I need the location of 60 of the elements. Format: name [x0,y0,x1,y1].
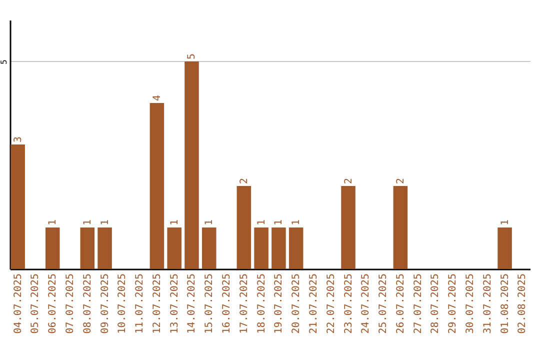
data-label: 1 [500,219,511,226]
data-label: 1 [82,219,94,226]
x-tick-label: 07.07.2025 [65,274,76,334]
bar [202,228,216,269]
x-tick-label: 26.07.2025 [395,274,406,334]
data-label: 1 [291,219,302,226]
x-tick-label: 04.07.2025 [12,274,24,334]
bar [236,186,252,269]
x-tick-label: 31.07.2025 [482,274,494,334]
x-tick-label: 08.07.2025 [82,274,94,334]
x-tick-label: 21.07.2025 [308,274,320,334]
x-tick-label: 14.07.2025 [186,274,198,334]
x-tick-label: 27.07.2025 [412,274,424,334]
x-tick-label: 25.07.2025 [378,274,390,334]
data-label: 1 [48,219,59,226]
bar [45,228,60,269]
x-tick-label: 06.07.2025 [48,274,59,334]
x-tick-label: 24.07.2025 [360,274,372,334]
x-tick-label: 30.07.2025 [465,274,476,334]
bar [10,144,25,269]
x-tick-label: 29.07.2025 [448,274,459,334]
x-tick-label: 01.08.2025 [500,274,511,334]
data-label: 2 [395,178,406,184]
bar [254,228,268,269]
bar [393,186,408,269]
x-tick-label: 12.07.2025 [152,274,163,334]
x-tick-label: 16.07.2025 [222,274,233,334]
bar [288,228,304,269]
data-label: 4 [152,94,163,101]
bar [498,228,512,269]
bar [98,228,112,269]
x-tick-label: 09.07.2025 [100,274,111,334]
x-tick-label: 10.07.2025 [117,274,128,334]
x-tick-label: 11.07.2025 [134,274,146,334]
x-tick-label: 15.07.2025 [204,274,216,334]
data-label: 2 [238,178,250,184]
data-label: 5 [186,53,198,60]
bar [272,228,286,269]
x-tick-label: 20.07.2025 [291,274,302,334]
x-tick-label: 02.08.2025 [517,274,528,334]
bar [80,228,95,269]
data-label: 1 [274,219,285,226]
bar [167,228,182,269]
data-label: 3 [12,136,24,142]
x-tick-label: 05.07.2025 [30,274,42,334]
x-tick-label: 28.07.2025 [430,274,442,334]
x-tick-label: 18.07.2025 [256,274,268,334]
bar [341,186,356,269]
x-tick-label: 19.07.2025 [274,274,285,334]
x-tick-label: 22.07.2025 [326,274,337,334]
data-label: 2 [343,178,354,184]
data-label: 1 [256,219,268,226]
x-tick-label: 13.07.2025 [169,274,180,334]
bar [184,62,199,269]
data-label: 1 [100,219,111,226]
data-label: 1 [169,219,180,226]
bar [150,103,164,269]
x-tick-label: 23.07.2025 [343,274,354,334]
data-label: 1 [204,219,216,226]
x-tick-label: 17.07.2025 [238,274,250,334]
